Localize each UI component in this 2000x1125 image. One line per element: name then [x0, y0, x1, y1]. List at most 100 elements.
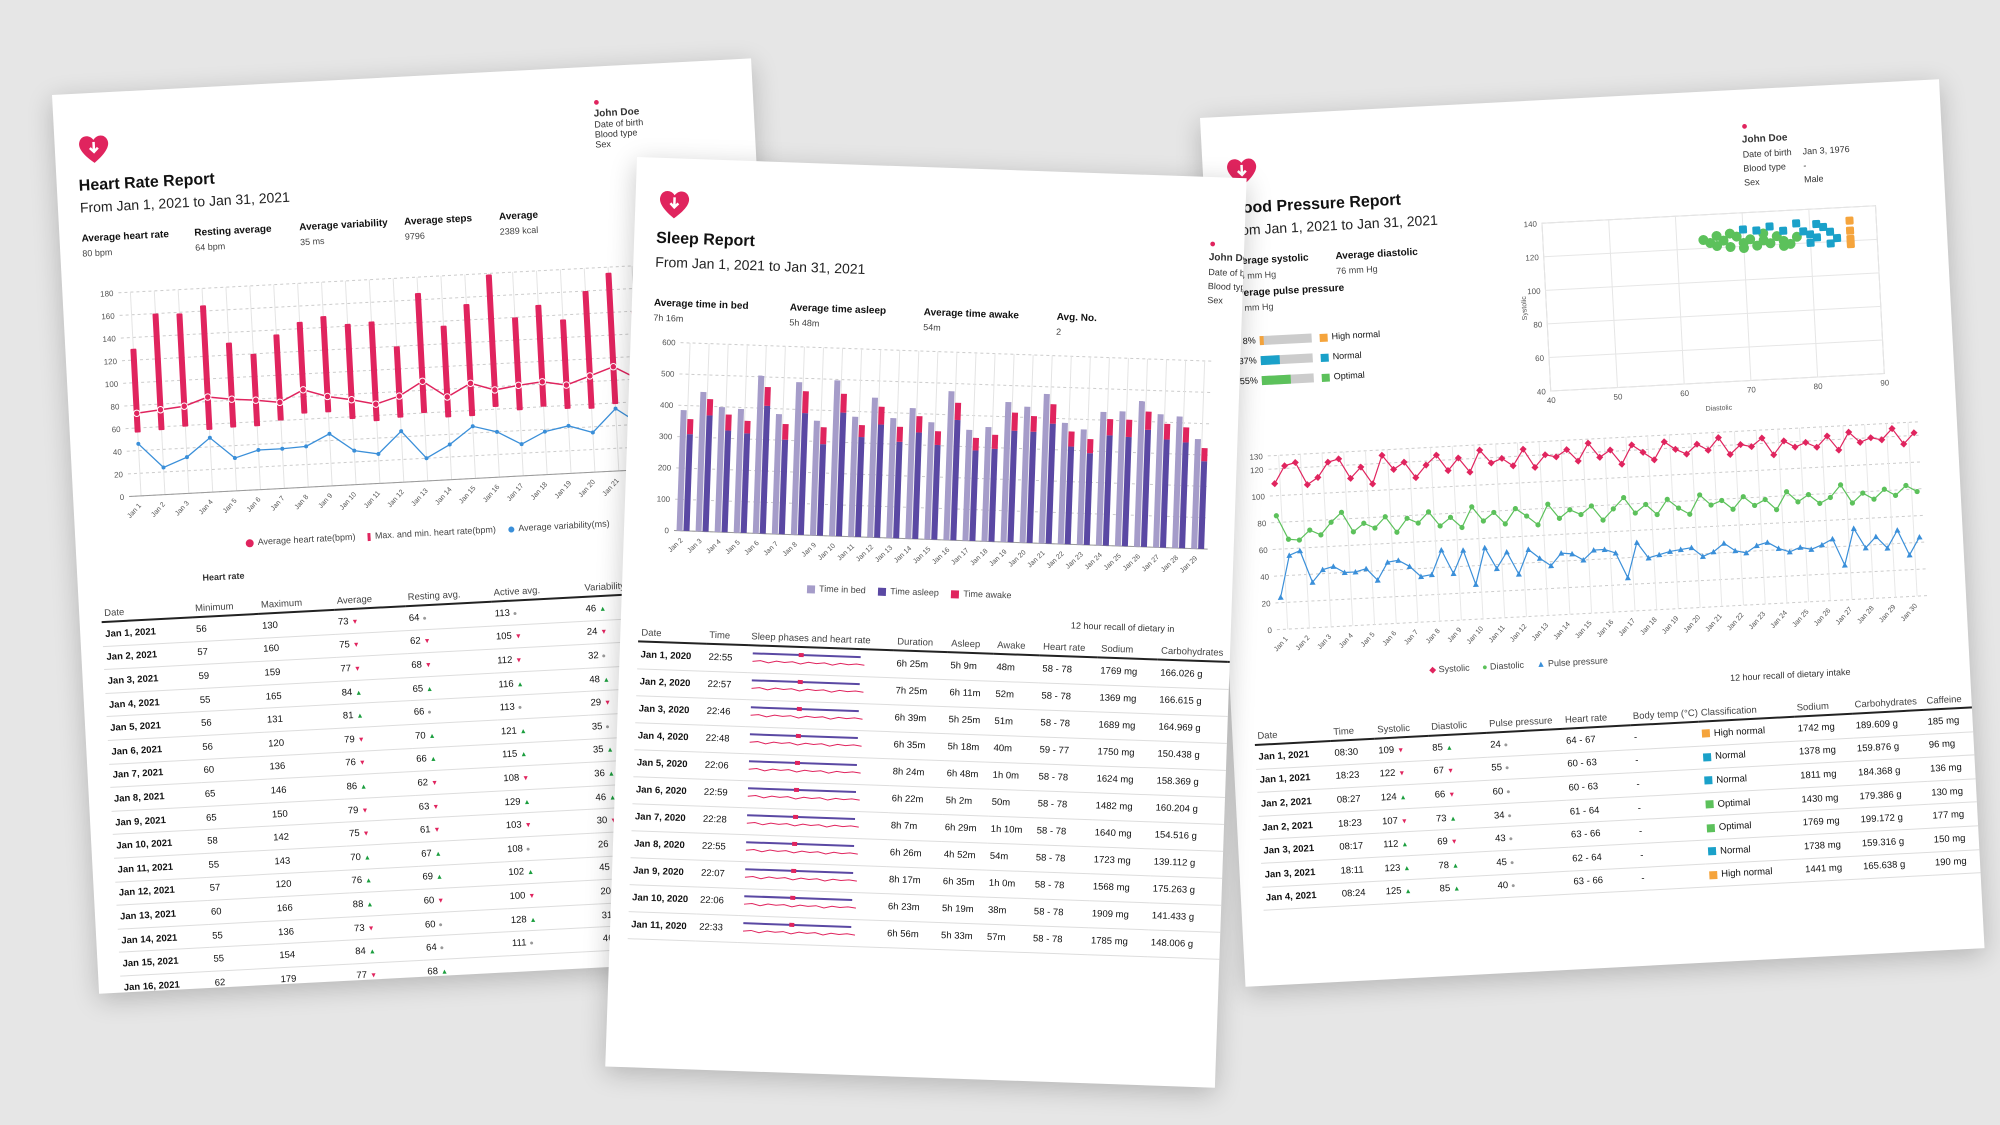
stat-label: Resting average: [194, 223, 272, 239]
normal-point: [1779, 226, 1788, 235]
gridline: [1268, 434, 1920, 470]
patient-sex-label: Sex: [1743, 176, 1760, 188]
cell-value: 1369 mg: [1099, 692, 1137, 705]
table-row: Jan 11, 2020 22:33 6h 56m 5h 33m 57m 58 - 78 1…: [627, 911, 1247, 961]
cell-value: 58 - 78: [1040, 717, 1071, 730]
table-cell: -: [1630, 721, 1700, 750]
pulse-pressure-point: [1775, 545, 1782, 552]
table-cell: 57: [206, 873, 274, 901]
cell-value: Jan 2, 2021: [106, 649, 158, 664]
column-header: Diastolic: [1426, 693, 1487, 736]
y-tick-label: 60: [111, 425, 121, 434]
normal-point: [1818, 222, 1828, 232]
trend-flat-icon: ●: [525, 845, 531, 853]
heart-rate-sparkline: [744, 875, 857, 882]
time-asleep-bar: [1198, 461, 1208, 550]
cell-value: Jan 11, 2020: [631, 919, 687, 933]
gridline: [1267, 421, 1919, 457]
trend-flat-icon: ●: [1506, 788, 1511, 796]
x-tick-label: Jan 28: [1160, 554, 1180, 574]
time-awake-bar: [896, 426, 904, 442]
time-in-bed-bar: [1172, 416, 1183, 549]
avg-hr-point: [609, 363, 618, 371]
avg-hr-point: [323, 392, 332, 401]
x-tick-label: Jan 5: [222, 497, 239, 514]
trend-down-icon: ▼: [1450, 838, 1458, 847]
table-cell: 77 ▼: [352, 960, 426, 988]
table-cell: 1909 mg: [1088, 900, 1150, 930]
cell-value: 113: [494, 607, 511, 620]
trend-up-icon: ▲: [1404, 888, 1412, 896]
table-cell: 51m: [991, 707, 1038, 737]
minmax-bar: [368, 321, 380, 422]
gridline: [1275, 568, 1927, 604]
time-in-bed-bar: [695, 391, 707, 532]
sleep-phase-bar: [744, 895, 853, 901]
normal-point: [1752, 226, 1761, 235]
time-in-bed-bar: [1038, 393, 1050, 544]
cell-value: 77: [340, 663, 352, 675]
awake-marker: [792, 841, 798, 847]
systolic-point: [1737, 441, 1745, 449]
y-tick-label: 120: [1525, 253, 1539, 263]
systolic-point: [1390, 465, 1398, 473]
cell-value: Jan 10, 2020: [631, 892, 689, 906]
classification-bar-fill: [1261, 374, 1291, 386]
variability-point: [542, 429, 547, 434]
time-asleep-bar: [874, 424, 885, 538]
table-cell: 22:55: [698, 832, 742, 862]
cell-value: 38m: [987, 904, 1007, 917]
sleep-phase-bar: [748, 760, 857, 767]
cell-value: 96 mg: [1928, 738, 1956, 752]
table-cell: 8h 17m: [885, 866, 941, 896]
x-tick-label: Jan 3: [174, 500, 191, 517]
cell-value: 131: [266, 713, 284, 726]
gridline: [1690, 433, 1701, 608]
normal-point: [1806, 230, 1815, 239]
column-header: Duration: [893, 611, 950, 653]
cell-value: 4h 52m: [943, 849, 976, 862]
bp-line-chart: 0 20 40 60 80 100 120 130 Jan 1 Jan 2 Jan 3 Jan 4 Ja…: [1249, 421, 1929, 653]
diastolic-point: [1643, 501, 1649, 508]
cell-value: 1769 mg: [1802, 815, 1840, 829]
cell-value: 5h 9m: [950, 660, 978, 673]
legend-diastolic: Diastolic: [1489, 659, 1525, 672]
normal-point: [1792, 219, 1801, 228]
pulse-pressure-point: [1406, 563, 1413, 570]
gridline: [1603, 438, 1614, 613]
trend-up-icon: ▲: [355, 689, 363, 697]
cell-value: 67: [1433, 765, 1445, 778]
cell-value: 56: [202, 741, 214, 753]
systolic-point: [1888, 425, 1896, 433]
y-tick-label: 100: [105, 380, 119, 390]
cell-value: 1811 mg: [1799, 768, 1837, 782]
cell-value: 60: [210, 906, 222, 918]
x-tick-label: Jan 10: [339, 491, 358, 511]
cell-value: 76: [345, 757, 357, 769]
table-cell: Jan 11, 2020: [627, 911, 697, 941]
pulse-pressure-point: [1384, 559, 1391, 565]
table-cell: 5h 19m: [938, 895, 986, 924]
cell-value: 146: [270, 784, 287, 797]
stat-value: 7h 16m: [653, 312, 684, 324]
x-tick-label: Jan 26: [1813, 607, 1832, 627]
cell-value: 58 - 78: [1041, 690, 1072, 703]
time-asleep-bar: [1179, 442, 1189, 549]
cell-value: 136: [269, 761, 286, 773]
column-header: Active avg.: [489, 558, 582, 602]
diastolic-point: [1914, 488, 1920, 495]
trend-up-icon: ▲: [599, 605, 607, 613]
cell-value: 51m: [994, 715, 1014, 728]
variability-point: [161, 465, 166, 470]
cell-value: Normal: [1714, 749, 1747, 763]
cell-value: 130: [261, 619, 279, 632]
gridline: [1451, 446, 1462, 621]
y-tick-label: 120: [103, 357, 117, 367]
systolic-point: [1867, 434, 1875, 442]
cell-value: 100: [509, 890, 526, 903]
x-tick-label: Jan 7: [1403, 629, 1420, 646]
cell-value: 120: [267, 737, 285, 750]
cell-value: 1h 0m: [988, 877, 1016, 890]
diastolic-point: [1719, 497, 1725, 504]
trend-down-icon: ▼: [362, 830, 370, 838]
